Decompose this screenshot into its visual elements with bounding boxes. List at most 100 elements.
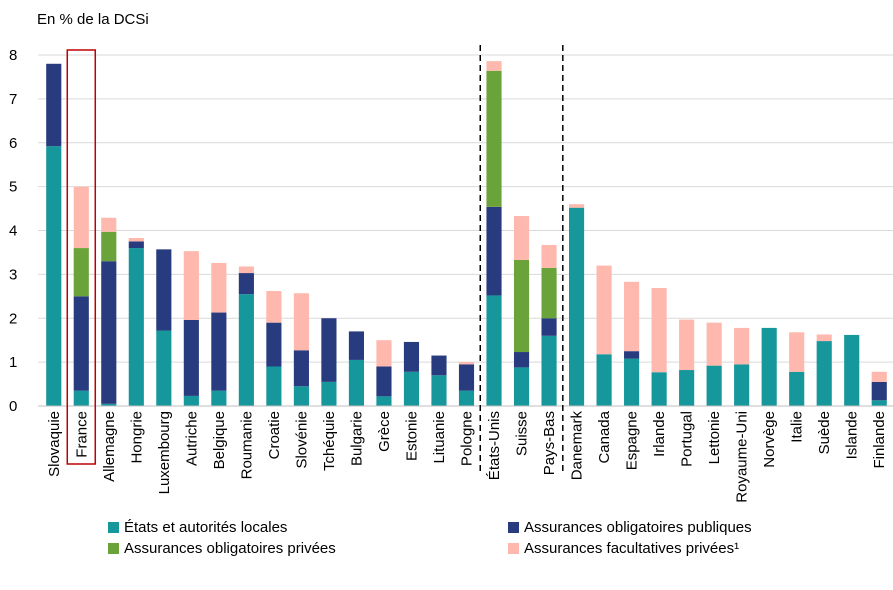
bar-belgique-series-2 (211, 312, 227, 391)
bar-islande-series-1 (844, 334, 860, 406)
legend-item-states: États et autorités locales (108, 519, 287, 536)
bar-pays-bas-series-4 (541, 244, 557, 268)
x-tick-label-lettonie: Lettonie (706, 411, 723, 464)
bar-slovaquie-series-1 (46, 146, 62, 406)
bar-finlande-series-4 (871, 371, 887, 382)
bar-allemagne-series-3 (101, 231, 117, 262)
y-tick-label-1: 1 (9, 354, 17, 371)
x-tick-label-france: France (73, 411, 90, 458)
bar-pays-bas-series-3 (541, 267, 557, 319)
bar-allemagne-series-1 (101, 403, 117, 406)
y-tick-label-6: 6 (9, 135, 17, 152)
bar-pologne-series-2 (458, 364, 475, 391)
bar-danemark-series-1 (568, 207, 585, 406)
bar-suisse-series-1 (513, 367, 530, 406)
bar-slovenie-series-1 (293, 386, 309, 406)
bar-royaume-uni-series-4 (734, 327, 750, 365)
bar-france-series-2 (73, 296, 89, 391)
bar-espagne-series-2 (624, 351, 640, 359)
x-tick-label-hongrie: Hongrie (128, 411, 145, 464)
bar-roumanie-series-1 (238, 294, 254, 406)
bar-etats-unis-series-2 (486, 206, 502, 296)
x-tick-label-tchequie: Tchéquie (321, 411, 338, 471)
x-tick-label-luxembourg: Luxembourg (156, 411, 173, 494)
bar-suisse-series-2 (513, 352, 530, 368)
legend-label-private-mandatory: Assurances obligatoires privées (124, 540, 336, 557)
x-tick-label-suede: Suède (816, 411, 833, 454)
legend-item-private-voluntary: Assurances facultatives privées¹ (508, 540, 739, 557)
x-tick-label-allemagne: Allemagne (101, 411, 118, 482)
bar-autriche-series-1 (183, 395, 199, 406)
legend-label-public-mandatory: Assurances obligatoires publiques (524, 519, 752, 536)
x-tick-label-roumanie: Roumanie (238, 411, 255, 479)
bar-luxembourg-series-2 (156, 249, 172, 331)
x-tick-label-belgique: Belgique (211, 411, 228, 469)
x-tick-label-espagne: Espagne (624, 411, 641, 470)
x-tick-label-bulgarie: Bulgarie (348, 411, 365, 466)
bar-canada-series-4 (596, 265, 612, 355)
bar-croatie-series-1 (266, 366, 282, 406)
y-tick-label-0: 0 (9, 398, 17, 415)
x-tick-label-estonie: Estonie (403, 411, 420, 461)
bar-lituanie-series-1 (431, 375, 447, 406)
y-axis-unit-label: En % de la DCSi (37, 11, 149, 28)
bar-pologne-series-4 (458, 362, 475, 365)
x-tick-label-canada: Canada (596, 410, 613, 463)
y-tick-label-3: 3 (9, 266, 17, 283)
x-tick-label-royaume-uni: Royaume-Uni (734, 411, 751, 503)
bar-portugal-series-4 (679, 319, 695, 371)
y-tick-label-8: 8 (9, 47, 17, 64)
bar-etats-unis-series-4 (486, 61, 502, 71)
bar-suede-series-1 (816, 341, 832, 406)
bar-italie-series-4 (789, 332, 805, 372)
bar-pays-bas-series-2 (541, 318, 557, 336)
legend-item-public-mandatory: Assurances obligatoires publiques (508, 519, 752, 536)
bar-pays-bas-series-1 (541, 335, 557, 406)
x-tick-label-portugal: Portugal (679, 411, 696, 467)
bar-roumanie-series-2 (238, 273, 254, 295)
x-tick-label-slovenie: Slovénie (293, 411, 310, 469)
bar-slovenie-series-2 (293, 350, 309, 387)
bar-finlande-series-2 (871, 381, 887, 401)
bar-lituanie-series-2 (431, 355, 447, 376)
bar-portugal-series-1 (679, 370, 695, 406)
bar-croatie-series-2 (266, 322, 282, 367)
x-tick-label-danemark: Danemark (569, 411, 586, 481)
legend-label-states: États et autorités locales (124, 519, 288, 536)
x-tick-label-norvege: Norvège (761, 411, 778, 468)
bar-irlande-series-1 (651, 372, 667, 406)
bar-bulgarie-series-1 (348, 359, 365, 406)
bar-slovaquie-series-2 (46, 63, 62, 147)
bar-estonie-series-2 (403, 341, 420, 372)
bar-france-series-3 (73, 248, 89, 297)
bar-hongrie-series-1 (128, 248, 144, 406)
y-tick-label-5: 5 (9, 179, 17, 196)
bar-belgique-series-1 (211, 390, 227, 406)
legend-label-private-voluntary: Assurances facultatives privées¹ (524, 540, 740, 557)
bar-france-series-1 (73, 390, 89, 406)
x-tick-label-irlande: Irlande (651, 411, 668, 457)
bar-suede-series-4 (816, 334, 832, 342)
bar-hongrie-series-2 (128, 241, 144, 249)
bar-grece-series-2 (376, 366, 392, 397)
x-tick-label-lituanie: Lituanie (431, 411, 448, 464)
x-tick-label-italie: Italie (789, 411, 806, 443)
x-tick-label-grece: Grèce (376, 411, 393, 452)
bar-grece-series-4 (376, 340, 392, 367)
x-tick-label-pologne: Pologne (459, 411, 476, 466)
y-tick-label-7: 7 (9, 91, 17, 108)
x-tick-label-autriche: Autriche (183, 411, 200, 466)
bar-luxembourg-series-1 (156, 330, 172, 406)
x-tick-label-slovaquie: Slovaquie (46, 411, 63, 477)
bar-norvege-series-1 (761, 327, 777, 406)
bar-grece-series-1 (376, 396, 392, 406)
bar-slovenie-series-4 (293, 293, 309, 351)
bar-royaume-uni-series-1 (734, 364, 750, 406)
bar-bulgarie-series-2 (348, 331, 365, 360)
legend-swatch-states (108, 522, 119, 533)
bar-croatie-series-4 (266, 291, 282, 323)
bar-roumanie-series-4 (238, 266, 254, 274)
bar-suisse-series-3 (513, 259, 530, 353)
x-tick-label-finlande: Finlande (871, 411, 888, 469)
